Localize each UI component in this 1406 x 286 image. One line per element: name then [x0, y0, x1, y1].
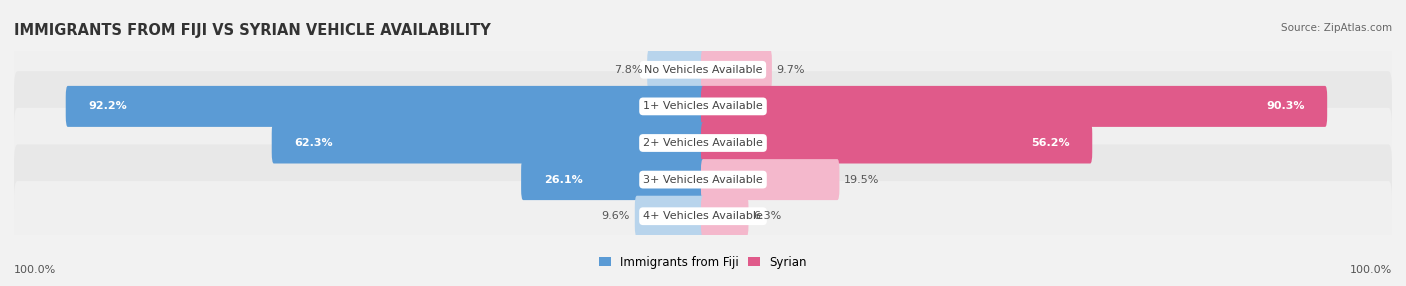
FancyBboxPatch shape [522, 159, 704, 200]
Text: Source: ZipAtlas.com: Source: ZipAtlas.com [1281, 23, 1392, 33]
Text: 1+ Vehicles Available: 1+ Vehicles Available [643, 102, 763, 111]
Text: 100.0%: 100.0% [1350, 265, 1392, 275]
Text: 100.0%: 100.0% [14, 265, 56, 275]
FancyBboxPatch shape [14, 181, 1392, 251]
FancyBboxPatch shape [271, 122, 704, 164]
Text: 9.6%: 9.6% [602, 211, 630, 221]
FancyBboxPatch shape [702, 49, 772, 90]
FancyBboxPatch shape [647, 49, 704, 90]
Text: 2+ Vehicles Available: 2+ Vehicles Available [643, 138, 763, 148]
FancyBboxPatch shape [702, 86, 1327, 127]
FancyBboxPatch shape [702, 159, 839, 200]
Text: 56.2%: 56.2% [1031, 138, 1070, 148]
Text: 26.1%: 26.1% [544, 175, 582, 184]
Text: IMMIGRANTS FROM FIJI VS SYRIAN VEHICLE AVAILABILITY: IMMIGRANTS FROM FIJI VS SYRIAN VEHICLE A… [14, 23, 491, 38]
Legend: Immigrants from Fiji, Syrian: Immigrants from Fiji, Syrian [599, 256, 807, 269]
Text: 90.3%: 90.3% [1265, 102, 1305, 111]
FancyBboxPatch shape [702, 122, 1092, 164]
FancyBboxPatch shape [14, 71, 1392, 142]
Text: 19.5%: 19.5% [844, 175, 880, 184]
FancyBboxPatch shape [14, 35, 1392, 105]
FancyBboxPatch shape [702, 196, 748, 237]
Text: 3+ Vehicles Available: 3+ Vehicles Available [643, 175, 763, 184]
FancyBboxPatch shape [634, 196, 704, 237]
Text: 9.7%: 9.7% [776, 65, 806, 75]
FancyBboxPatch shape [66, 86, 704, 127]
Text: 4+ Vehicles Available: 4+ Vehicles Available [643, 211, 763, 221]
Text: 62.3%: 62.3% [294, 138, 333, 148]
Text: 6.3%: 6.3% [754, 211, 782, 221]
Text: 7.8%: 7.8% [614, 65, 643, 75]
FancyBboxPatch shape [14, 144, 1392, 215]
FancyBboxPatch shape [14, 108, 1392, 178]
Text: No Vehicles Available: No Vehicles Available [644, 65, 762, 75]
Text: 92.2%: 92.2% [89, 102, 127, 111]
